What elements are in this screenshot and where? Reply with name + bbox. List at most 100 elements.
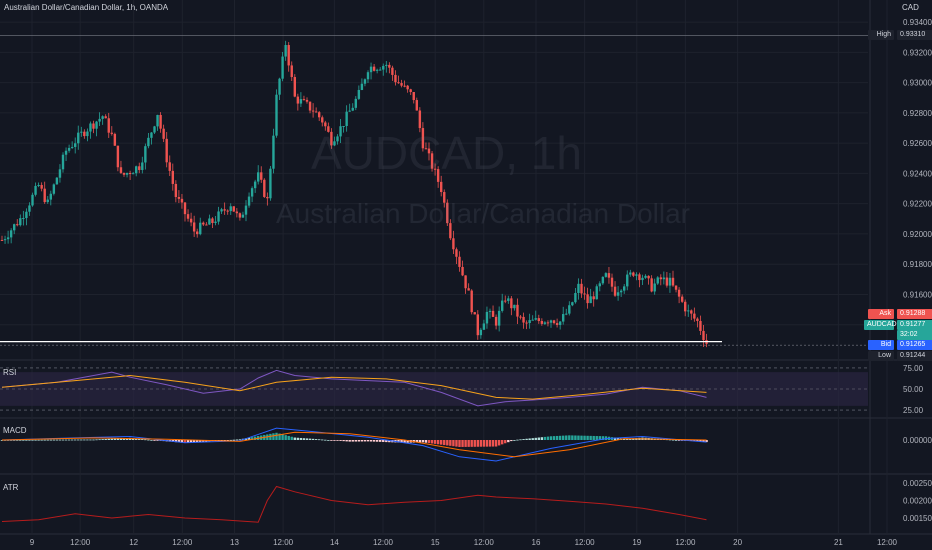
candle-body [598,283,601,287]
candle-body [232,206,235,212]
candle-body [119,167,123,173]
atr-tick-label: 0.00200 [903,497,932,506]
candle-body [174,183,178,197]
candle-body [696,318,699,321]
candle-body [369,66,373,73]
macd-histogram-bar [119,438,123,440]
rsi-pane-label: RSI [3,368,17,377]
candle-body [427,148,431,154]
candle-body [546,322,550,324]
candle-body [98,118,101,122]
candle-body [177,196,181,199]
macd-histogram-bar [147,439,150,441]
candle-body [101,116,104,119]
candle-body [52,184,56,194]
macd-histogram-bar [183,440,187,443]
macd-histogram-bar [583,435,586,440]
price-tick-label: 0.92200 [903,200,932,209]
candle-body [610,277,614,287]
candle-body [80,131,83,133]
candle-body [183,202,187,215]
candle-body [244,205,248,215]
macd-histogram-bar [37,439,40,441]
candle-body [504,300,507,302]
candle-body [394,74,397,83]
symbol-title: Australian Dollar/Canadian Dollar, 1h, O… [4,3,169,12]
candle-body [635,274,638,276]
macd-histogram-bar [452,440,455,447]
time-tick-label: 21 [834,538,843,547]
candle-body [241,214,245,218]
macd-histogram-bar [433,440,437,444]
candle-body [272,135,275,169]
macd-histogram-bar [479,440,483,447]
macd-histogram-bar [314,439,318,440]
candle-body [455,249,458,257]
candle-body [165,138,168,163]
candle-body [485,311,489,324]
candle-body [61,154,65,170]
macd-histogram-bar [491,440,495,447]
macd-histogram-bar [443,440,446,446]
candle-body [189,218,193,223]
macd-histogram-bar [107,438,110,440]
time-tick-label: 13 [230,538,239,547]
price-tick-label: 0.92000 [903,230,932,239]
macd-histogram-bar [302,438,306,440]
atr-tick-label: 0.00150 [903,514,932,523]
candle-body [519,316,522,318]
candle-body [311,110,315,112]
candle-body [217,211,220,222]
candle-body [424,148,428,150]
macd-histogram-bar [293,437,296,440]
macd-histogram-bar [696,440,699,442]
macd-histogram-bar [269,433,272,440]
candle-body [473,312,476,315]
macd-histogram-bar [446,440,449,446]
candle-body [671,277,675,286]
macd-histogram-bar [77,439,80,441]
macd-histogram-bar [668,439,672,441]
macd-histogram-bar [430,440,434,444]
macd-histogram-bar [351,440,354,442]
macd-histogram-bar [177,440,181,443]
candle-body [638,274,641,281]
price-tick-label: 0.92400 [903,169,932,178]
candle-body [3,239,7,241]
candle-body [562,314,565,322]
candle-body [214,221,217,224]
price-tick-label: 0.92800 [903,109,932,118]
candle-body [211,218,214,224]
candle-body [674,285,678,290]
candle-body [55,177,59,185]
macd-histogram-bar [287,435,290,440]
macd-histogram-bar [305,438,309,440]
currency-label: CAD [902,3,919,12]
rsi-ma-line [1,374,707,400]
candle-body [339,126,342,137]
macd-histogram-bar [464,440,467,447]
candle-body [107,118,110,133]
macd-histogram-bar [623,438,626,440]
candle-body [568,305,571,314]
macd-histogram-bar [150,439,153,441]
candle-body [40,185,43,189]
macd-histogram-bar [568,435,571,440]
candle-body [555,323,559,325]
macd-histogram-bar [558,435,562,440]
candle-body [571,302,574,306]
macd-histogram-bar [589,435,592,440]
macd-histogram-bar [476,440,479,447]
time-tick-label: 9 [30,538,35,547]
candle-body [385,64,388,66]
candle-body [223,209,226,211]
candle-body [531,319,534,321]
time-tick-label: 15 [431,538,440,547]
candle-body [580,283,583,294]
macd-histogram-bar [580,435,583,440]
macd-histogram-bar [598,436,601,440]
macd-histogram-bar [406,440,409,443]
macd-histogram-bar [375,440,379,442]
macd-histogram-bar [232,439,235,441]
